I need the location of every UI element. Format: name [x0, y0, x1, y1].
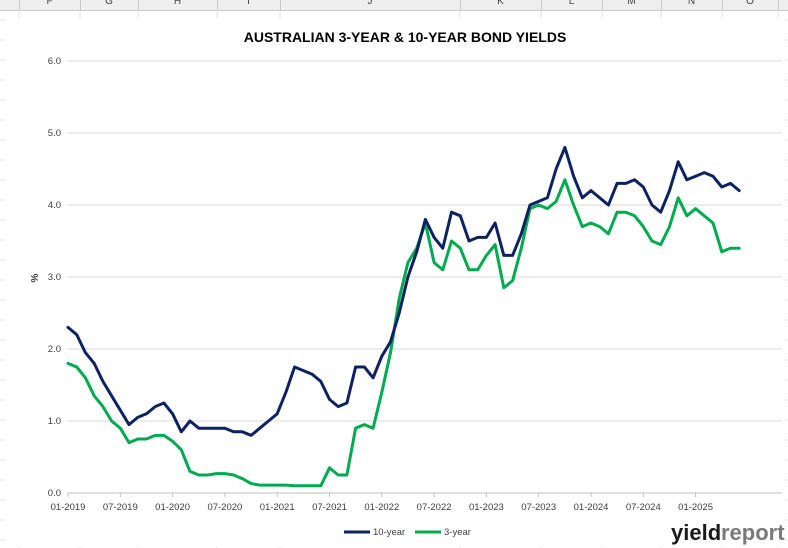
x-tick-label: 01-2020 [155, 502, 190, 513]
x-tick-label: 01-2019 [51, 502, 86, 513]
column-header-n[interactable]: N [687, 0, 696, 7]
chart-series [66, 145, 741, 488]
column-separator[interactable] [138, 0, 139, 10]
x-tick-label: 07-2023 [521, 502, 556, 513]
chart-title: AUSTRALIAN 3-YEAR & 10-YEAR BOND YIELDS [244, 29, 567, 45]
column-separator[interactable] [541, 0, 542, 10]
x-tick-label: 01-2025 [678, 502, 713, 513]
x-tick-label: 07-2020 [207, 502, 242, 513]
legend-label-10-year: 10-year [373, 527, 405, 538]
column-separator[interactable] [217, 0, 218, 10]
spreadsheet-column-header: F G H I J K L M N O [0, 0, 788, 11]
chart-legend: 10-year 3-year [344, 527, 471, 538]
yieldreport-logo: yield report [671, 520, 785, 545]
column-header-m[interactable]: M [627, 0, 636, 7]
series-line-10-year[interactable] [66, 145, 741, 437]
column-separator[interactable] [80, 0, 81, 10]
column-header-o[interactable]: O [746, 0, 754, 7]
column-header-l[interactable]: L [568, 0, 575, 7]
x-tick-label: 07-2021 [312, 502, 347, 513]
logo-report-text: report [721, 520, 785, 545]
chart-gridlines [68, 60, 782, 494]
column-header-k[interactable]: K [497, 0, 504, 7]
y-tick-label: 0.0 [48, 488, 61, 499]
column-header-i[interactable]: I [247, 0, 250, 7]
series-line-3-year[interactable] [66, 178, 741, 488]
column-separator[interactable] [602, 0, 603, 10]
legend-label-3-year: 3-year [444, 527, 471, 538]
column-separator[interactable] [722, 0, 723, 10]
column-header-g[interactable]: G [105, 0, 113, 7]
y-tick-label: 4.0 [48, 200, 61, 211]
column-header-f[interactable]: F [46, 0, 53, 7]
y-tick-label: 3.0 [48, 272, 61, 283]
x-tick-label: 07-2019 [103, 502, 138, 513]
y-tick-label: 2.0 [48, 344, 61, 355]
x-tick-label: 01-2021 [260, 502, 295, 513]
x-tick-label: 01-2023 [469, 502, 504, 513]
x-tick-label: 07-2024 [626, 502, 661, 513]
y-tick-label: 1.0 [48, 416, 61, 427]
x-axis-ticks: 01-2019 07-2019 01-2020 07-2020 01-2021 07-20… [51, 493, 713, 513]
column-separator[interactable] [460, 0, 461, 10]
y-axis-label: % [30, 273, 41, 282]
y-axis-ticks: 0.0 1.0 2.0 3.0 4.0 5.0 6.0 [48, 56, 61, 499]
column-header-j[interactable]: J [367, 0, 373, 7]
x-tick-label: 01-2022 [364, 502, 399, 513]
column-header-h[interactable]: H [173, 0, 182, 7]
y-tick-label: 6.0 [48, 56, 61, 67]
column-separator[interactable] [661, 0, 662, 10]
bond-yields-chart: AUSTRALIAN 3-YEAR & 10-YEAR BOND YIELDS … [30, 29, 785, 545]
column-separator[interactable] [778, 0, 779, 10]
x-tick-label: 07-2022 [417, 502, 452, 513]
chart-area[interactable]: AUSTRALIAN 3-YEAR & 10-YEAR BOND YIELDS … [5, 18, 785, 546]
logo-yield-text: yield [671, 520, 721, 545]
y-tick-label: 5.0 [48, 128, 61, 139]
column-separator[interactable] [280, 0, 281, 10]
column-separator[interactable] [19, 0, 20, 10]
x-tick-label: 01-2024 [574, 502, 609, 513]
